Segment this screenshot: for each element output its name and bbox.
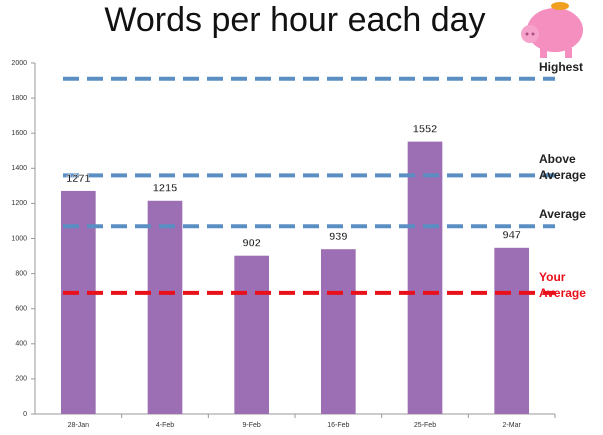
bar (234, 255, 269, 414)
y-tick-label: 0 (23, 411, 27, 418)
y-tick-label: 800 (15, 270, 27, 277)
x-tick-label: 2-Mar (503, 422, 522, 429)
reference-label: Above Average (539, 152, 586, 183)
y-tick-label: 600 (15, 306, 27, 313)
y-tick-label: 1000 (11, 235, 27, 242)
y-tick-label: 1600 (11, 130, 27, 137)
y-tick-label: 1400 (11, 165, 27, 172)
y-tick-label: 400 (15, 341, 27, 348)
x-tick-label: 16-Feb (327, 422, 349, 429)
value-label: 939 (329, 231, 347, 243)
chart-title: Words per hour each day (104, 1, 485, 39)
value-label: 1552 (413, 124, 437, 136)
value-label: 902 (242, 238, 260, 250)
bar (321, 249, 356, 414)
x-tick-label: 25-Feb (414, 422, 436, 429)
y-tick-label: 200 (15, 376, 27, 383)
value-label: 1215 (153, 183, 177, 195)
x-tick-label: 9-Feb (243, 422, 261, 429)
reference-label: Highest (539, 59, 584, 74)
reference-label: Your Average (539, 269, 586, 300)
y-tick-label: 1200 (11, 200, 27, 207)
value-label: 947 (502, 230, 520, 242)
y-tick-label: 1800 (11, 95, 27, 102)
bar (147, 200, 183, 414)
bar (494, 247, 529, 414)
y-tick-label: 2000 (11, 60, 27, 67)
x-tick-label: 28-Jan (68, 422, 90, 429)
value-label: 1271 (66, 173, 90, 185)
bar (407, 141, 443, 414)
reference-label: Average (539, 207, 586, 222)
piggy-bank (521, 2, 583, 58)
x-tick-label: 4-Feb (156, 422, 174, 429)
